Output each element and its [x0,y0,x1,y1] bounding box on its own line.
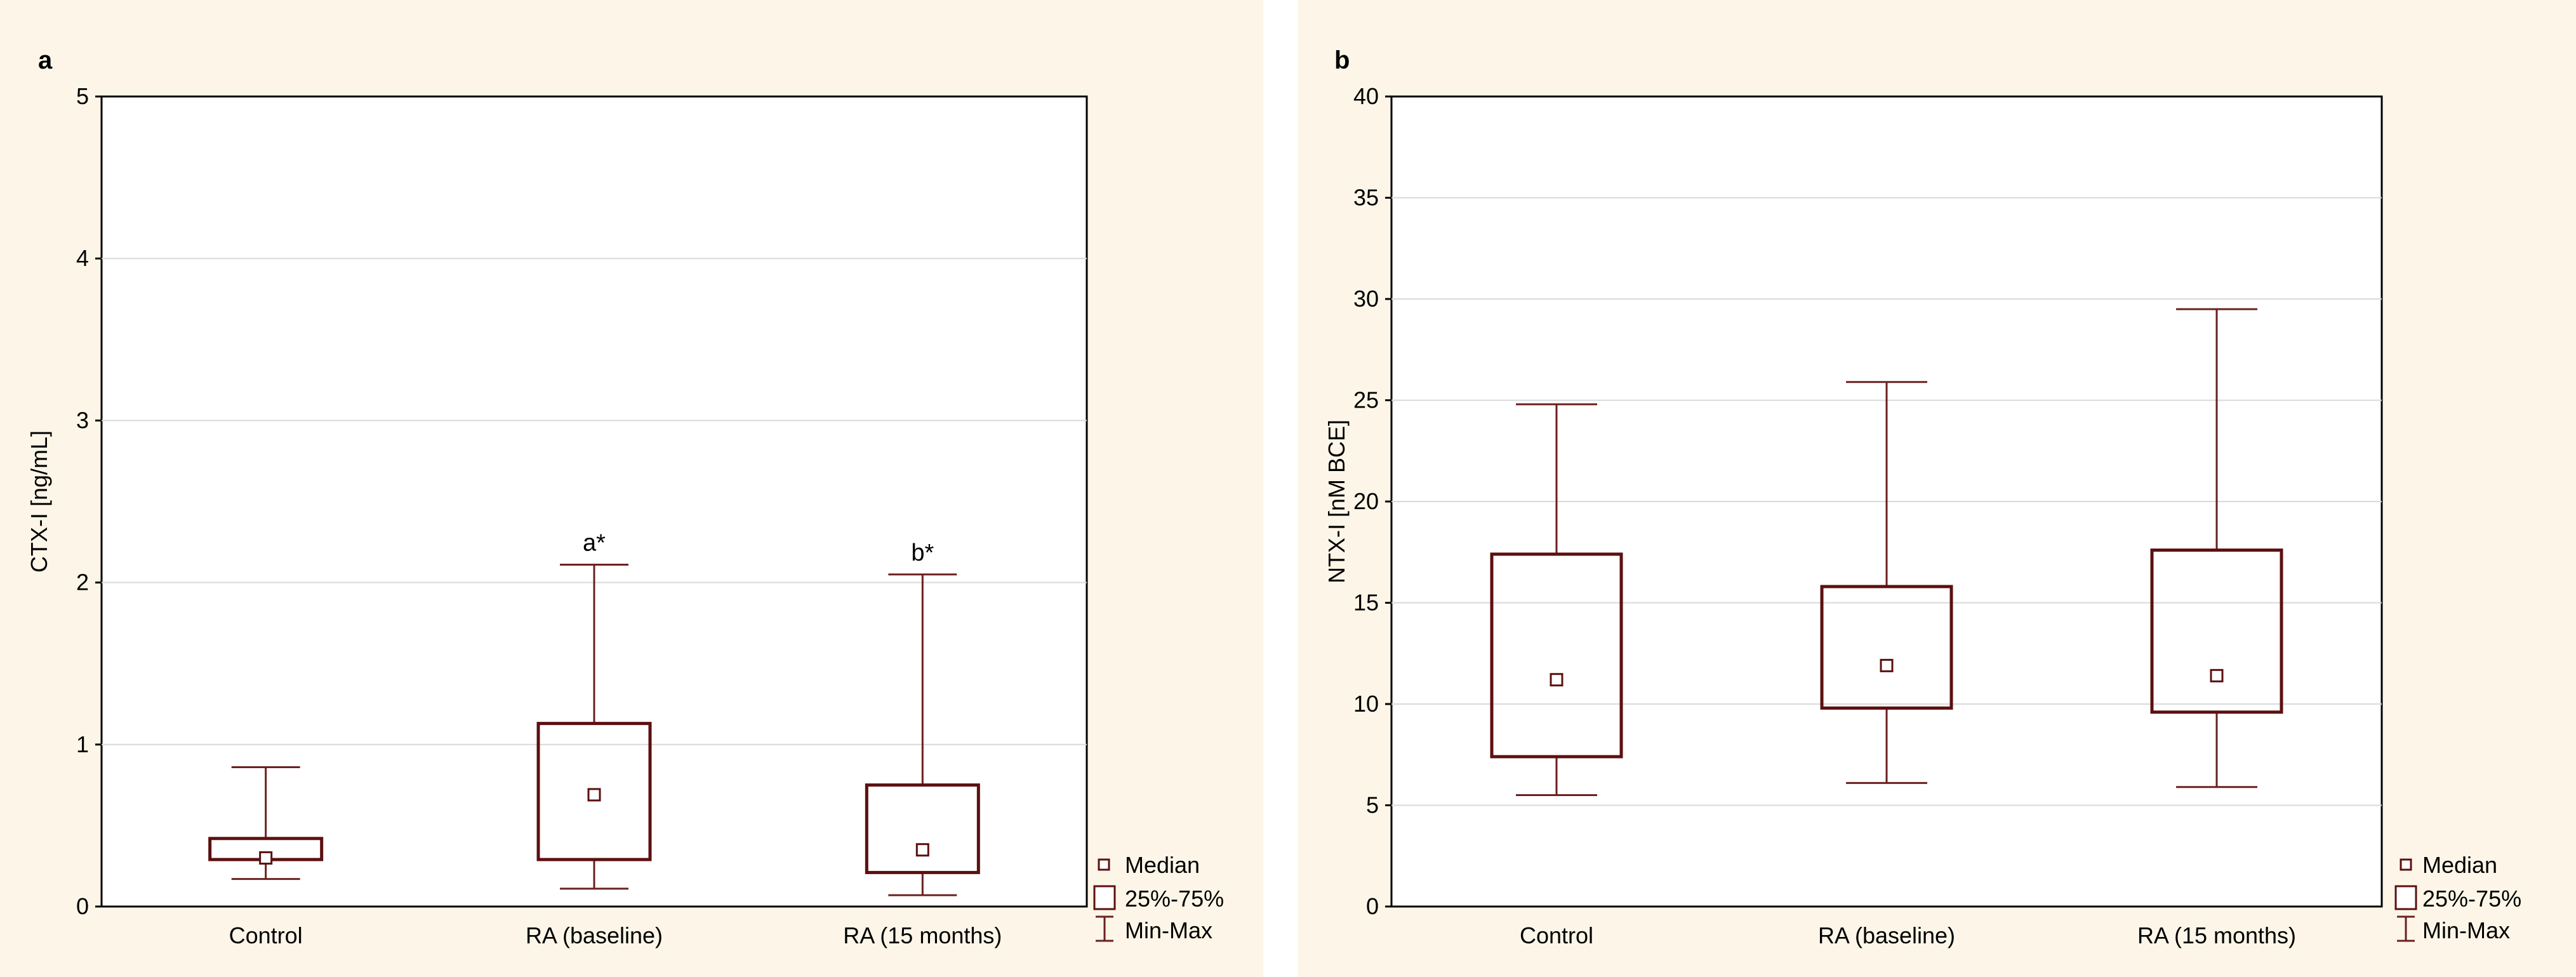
panel-a: a 0 1 2 3 4 5 a* b* Control RA (baseline) RA (15… [0,0,1263,977]
panel-b-legend-box-symbol [2394,885,2417,910]
panel-a-x-tick-labels: Control RA (baseline) RA (15 months) [229,922,1002,948]
median-marker [587,788,601,802]
x-tick-label: Control [1520,922,1593,948]
panel-b: b 0 5 10 15 20 25 30 35 40 Control RA (baseline) R… [1298,0,2576,977]
x-tick-label: RA (15 months) [2137,922,2296,948]
y-tick-label: 5 [76,83,89,109]
iqr-box [2150,548,2283,714]
y-tick-label: 3 [76,407,89,433]
iqr-box [1490,552,1623,759]
y-tick-label: 4 [76,245,89,271]
significance-annotation: a* [583,530,606,557]
panel-b-boxes [1490,308,2283,797]
panel-a-y-axis-title: CTX-I [ng/mL] [26,430,52,573]
panel-a-letter: a [38,46,53,74]
box-1 [1490,403,1623,797]
panel-b-legend-minmax-label: Min-Max [2422,917,2510,943]
y-tick-label: 10 [1353,691,1379,717]
box-3 [2150,308,2283,788]
panel-a-boxes: a* b* [208,530,980,896]
y-tick-label: 5 [1366,792,1379,818]
median-marker [2210,668,2224,682]
median-marker [259,851,273,865]
y-tick-label: 0 [76,893,89,919]
significance-annotation: b* [911,540,934,566]
y-tick-label: 25 [1353,387,1379,413]
panel-a-legend-box-label: 25%-75% [1125,886,1224,912]
y-tick-label: 35 [1353,185,1379,211]
y-tick-label: 2 [76,569,89,595]
box-3: b* [865,540,980,896]
box-2 [1820,381,1953,784]
panel-b-legend-median-symbol [2400,858,2412,871]
x-tick-label: RA (baseline) [1818,922,1955,948]
y-tick-label: 40 [1353,83,1379,109]
y-tick-label: 15 [1353,590,1379,616]
panel-a-legend-box-symbol [1093,885,1116,910]
median-marker [915,843,929,857]
panel-b-legend-median-label: Median [2422,852,2497,878]
iqr-box [1820,585,1953,710]
y-tick-label: 1 [76,731,89,757]
median-marker [1880,658,1894,672]
panel-a-legend: Median 25%-75% Min-Max [1093,852,1224,943]
x-tick-label: RA (15 months) [843,922,1002,948]
iqr-box [865,783,980,874]
box-2: a* [536,530,652,890]
x-tick-label: Control [229,922,303,948]
panel-a-legend-median-symbol [1098,858,1110,871]
median-marker [1550,673,1564,687]
panel-b-letter: b [1334,46,1350,74]
panel-b-x-tick-labels: Control RA (baseline) RA (15 months) [1520,922,2296,948]
box-1 [208,766,324,881]
iqr-box [536,722,652,861]
y-tick-label: 20 [1353,488,1379,514]
x-tick-label: RA (baseline) [526,922,663,948]
y-tick-label: 30 [1353,286,1379,312]
panel-b-legend-box-label: 25%-75% [2422,886,2521,912]
panel-a-y-ticks: 0 1 2 3 4 5 [76,83,102,919]
panel-b-legend: Median 25%-75% Min-Max [2394,852,2521,943]
y-tick-label: 0 [1366,893,1379,919]
panel-b-y-ticks: 0 5 10 15 20 25 30 35 40 [1353,83,1391,919]
panel-a-legend-minmax-label: Min-Max [1125,917,1212,943]
panel-a-legend-median-label: Median [1125,852,1200,878]
panel-b-y-axis-title: NTX-I [nM BCE] [1324,420,1350,583]
